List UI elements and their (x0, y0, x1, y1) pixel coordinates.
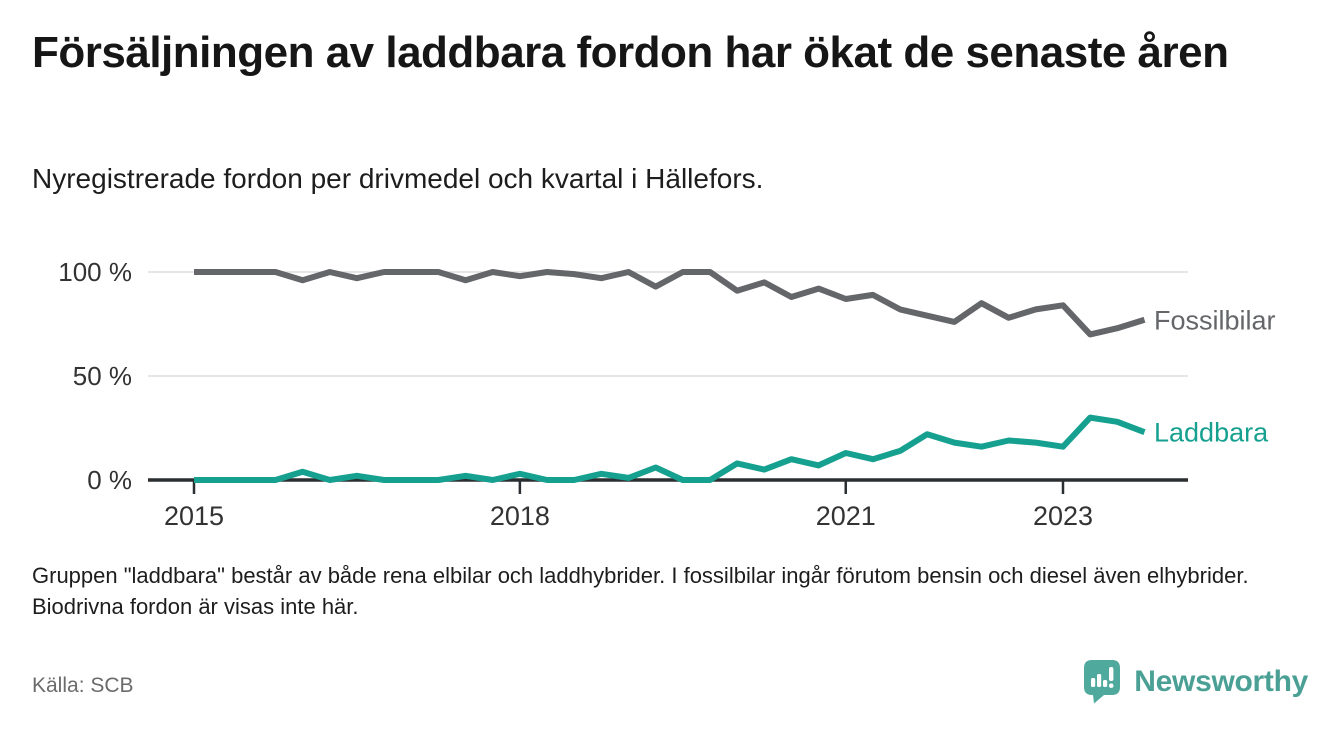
source-label: Källa: SCB (32, 674, 134, 697)
series-label-laddbara: Laddbara (1154, 418, 1269, 448)
x-axis-tick-label: 2015 (164, 501, 224, 531)
line-chart: 100 % 50 % 0 % 2015 2018 2021 2023 Fossilbilar L… (0, 230, 1340, 545)
x-axis-tick-label: 2018 (490, 501, 550, 531)
chart-title: Försäljningen av laddbara fordon har öka… (32, 28, 1229, 77)
chart-footnote: Gruppen "laddbara" består av både rena e… (32, 563, 1249, 620)
chart-subtitle: Nyregistrerade fordon per drivmedel och … (32, 163, 764, 194)
y-axis-tick-label: 100 % (58, 257, 132, 287)
x-axis-tick-label: 2021 (816, 501, 876, 531)
brand-name: Newsworthy (1134, 664, 1308, 698)
bar-chart-pin-icon (1084, 660, 1121, 704)
series-line-laddbara (194, 414, 1146, 483)
y-axis-tick-label: 50 % (73, 361, 132, 391)
x-axis-tick-label: 2023 (1033, 501, 1093, 531)
newsworthy-logo: Newsworthy (1083, 659, 1308, 704)
line-chart-canvas: 100 % 50 % 0 % 2015 2018 2021 2023 Fossilbilar L… (58, 257, 1276, 531)
series-label-fossilbilar: Fossilbilar (1154, 305, 1276, 335)
y-axis-tick-label: 0 % (87, 465, 132, 495)
series-line-fossilbilar (194, 269, 1146, 338)
